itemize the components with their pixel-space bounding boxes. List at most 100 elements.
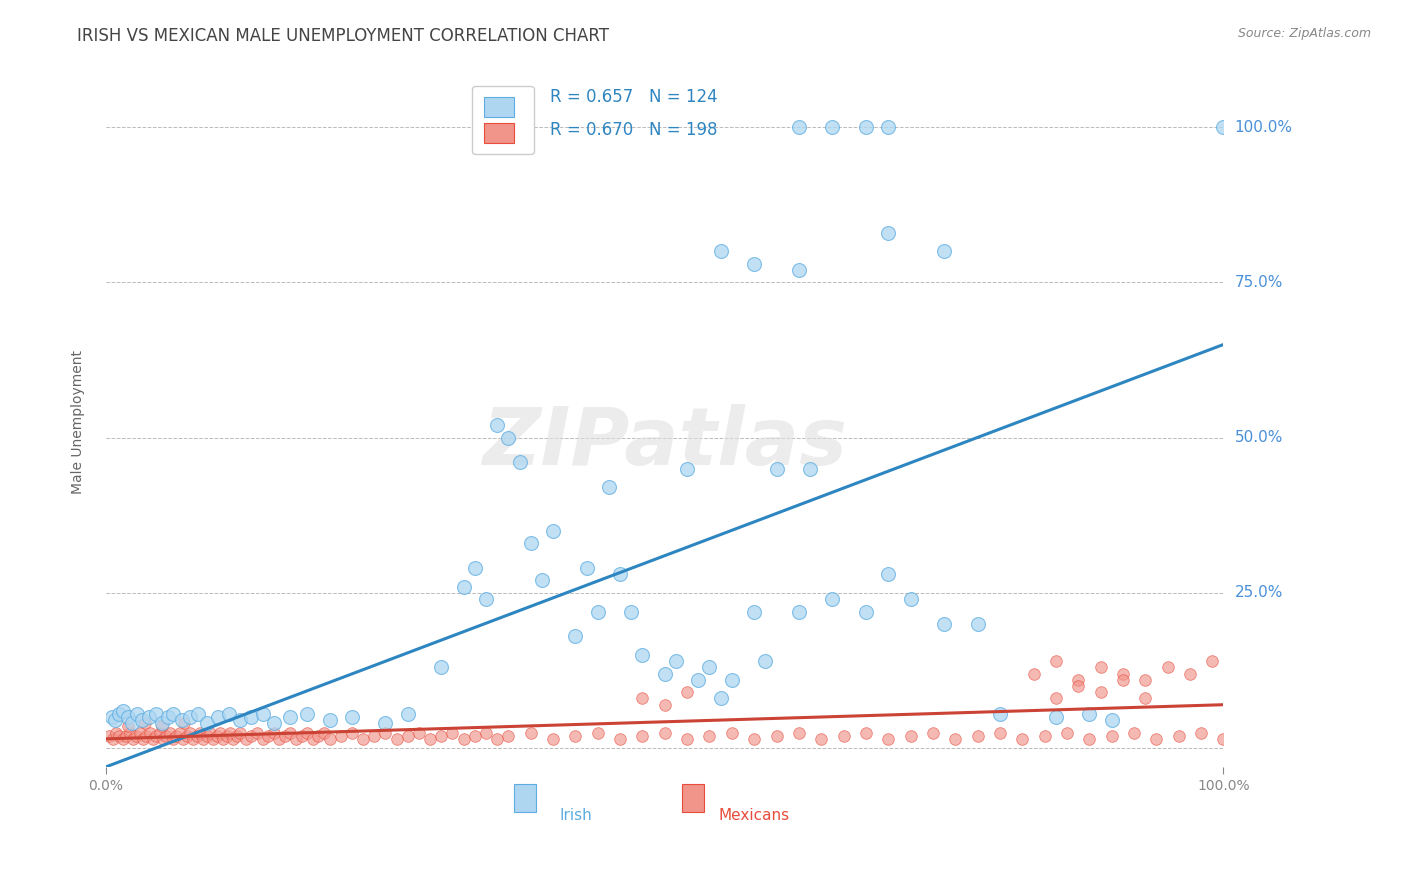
Point: [508, 455, 530, 469]
Point: [280, 710, 302, 724]
Point: [396, 729, 419, 743]
Point: [188, 725, 211, 739]
Point: [1123, 725, 1146, 739]
FancyBboxPatch shape: [682, 784, 704, 812]
Point: [134, 716, 156, 731]
Point: [222, 731, 245, 746]
Point: [519, 725, 541, 739]
Point: [142, 731, 165, 746]
Point: [98, 729, 121, 743]
Point: [855, 120, 877, 135]
Point: [173, 716, 195, 731]
Point: [1045, 710, 1067, 724]
Point: [229, 725, 252, 739]
Point: [122, 731, 145, 746]
Point: [564, 629, 586, 643]
Point: [419, 731, 441, 746]
Point: [742, 731, 765, 746]
Point: [609, 567, 631, 582]
Point: [263, 716, 285, 731]
Point: [176, 729, 198, 743]
Point: [699, 729, 721, 743]
Point: [1101, 729, 1123, 743]
Point: [1101, 713, 1123, 727]
Point: [754, 654, 776, 668]
Point: [329, 729, 352, 743]
Point: [710, 691, 733, 706]
Text: Mexicans: Mexicans: [718, 808, 790, 823]
Text: 75.0%: 75.0%: [1234, 275, 1282, 290]
Point: [966, 617, 988, 632]
Point: [541, 524, 564, 538]
Point: [111, 731, 134, 746]
Point: [742, 257, 765, 271]
Point: [1045, 654, 1067, 668]
Point: [131, 713, 153, 727]
Point: [132, 731, 155, 746]
Point: [166, 729, 188, 743]
Point: [1135, 673, 1157, 687]
Point: [877, 120, 900, 135]
Point: [145, 706, 167, 721]
Point: [150, 716, 173, 731]
Point: [202, 731, 225, 746]
Point: [676, 685, 699, 699]
Point: [765, 729, 787, 743]
Point: [1167, 729, 1189, 743]
Point: [104, 713, 127, 727]
Point: [932, 617, 955, 632]
Point: [1022, 666, 1045, 681]
Point: [179, 725, 201, 739]
Point: [408, 725, 430, 739]
Point: [115, 729, 138, 743]
Point: [193, 731, 215, 746]
Point: [855, 725, 877, 739]
Point: [207, 710, 229, 724]
Point: [1056, 725, 1078, 739]
Point: [564, 729, 586, 743]
Point: [453, 731, 475, 746]
Legend: , : ,: [472, 86, 534, 154]
Point: [498, 729, 520, 743]
Point: [575, 561, 598, 575]
Point: [170, 713, 193, 727]
Text: Source: ZipAtlas.com: Source: ZipAtlas.com: [1237, 27, 1371, 40]
Point: [198, 725, 221, 739]
Text: 100.0%: 100.0%: [1234, 120, 1292, 135]
Point: [688, 673, 710, 687]
Point: [877, 226, 900, 240]
Point: [821, 120, 844, 135]
Point: [464, 561, 486, 575]
Point: [312, 725, 335, 739]
Point: [101, 731, 124, 746]
Point: [257, 729, 280, 743]
Point: [609, 731, 631, 746]
Point: [374, 716, 396, 731]
Point: [787, 263, 810, 277]
Point: [676, 731, 699, 746]
Point: [105, 725, 128, 739]
Point: [1144, 731, 1167, 746]
Point: [810, 731, 832, 746]
Point: [352, 731, 374, 746]
Point: [121, 716, 143, 731]
Point: [1078, 706, 1101, 721]
Point: [631, 691, 654, 706]
Text: 25.0%: 25.0%: [1234, 585, 1282, 600]
Point: [631, 648, 654, 662]
Point: [138, 710, 160, 724]
Point: [318, 731, 340, 746]
Point: [301, 731, 323, 746]
Point: [1212, 731, 1234, 746]
Point: [108, 729, 131, 743]
Point: [1067, 679, 1090, 693]
Point: [215, 729, 238, 743]
Point: [135, 729, 157, 743]
Point: [787, 725, 810, 739]
Point: [787, 605, 810, 619]
Point: [1112, 666, 1135, 681]
Point: [1135, 691, 1157, 706]
Point: [181, 731, 204, 746]
Point: [1033, 729, 1056, 743]
Point: [832, 729, 855, 743]
